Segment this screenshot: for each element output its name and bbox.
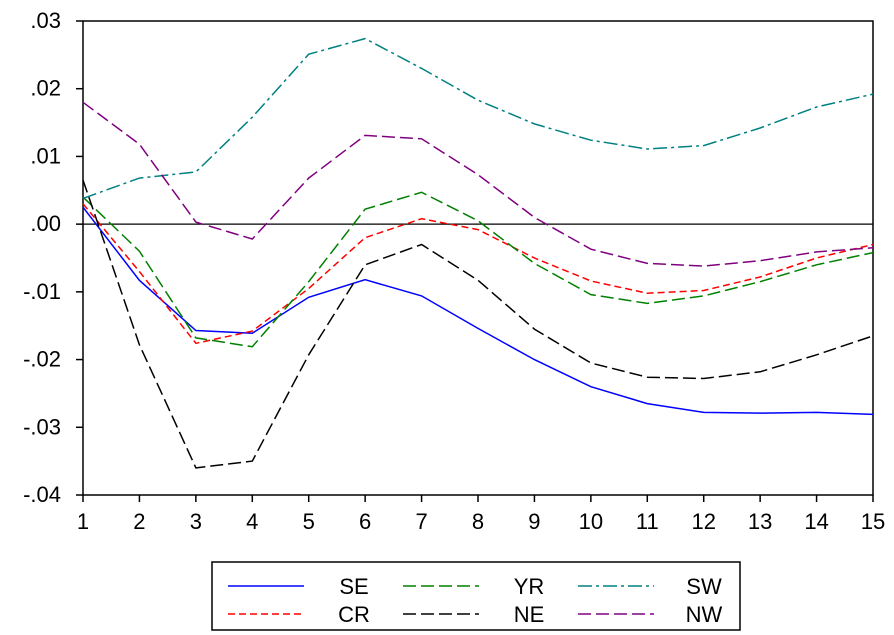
legend-label-cr: CR (338, 602, 370, 627)
x-tick-label: 7 (415, 509, 427, 534)
series-line-nw (82, 101, 874, 267)
x-tick-label: 8 (472, 509, 484, 534)
legend-label-se: SE (339, 574, 368, 599)
x-tick-label: 2 (133, 509, 145, 534)
y-axis: .03 .02 .01 .00 -.01 -.02 -.03 -.04 (23, 8, 83, 507)
series-line-yr (82, 191, 874, 348)
x-tick-label: 9 (528, 509, 540, 534)
series-line-se (82, 206, 874, 416)
x-tick-label: 4 (246, 509, 258, 534)
y-tick-label: -.04 (23, 482, 61, 507)
y-tick-label: .02 (30, 76, 61, 101)
y-tick-label: .00 (30, 211, 61, 236)
legend-label-yr: YR (514, 574, 545, 599)
x-tick-label: 6 (359, 509, 371, 534)
y-tick-label: -.01 (23, 279, 61, 304)
y-tick-label: .01 (30, 143, 61, 168)
y-tick-label: .03 (30, 8, 61, 33)
y-tick-label: -.02 (23, 347, 61, 372)
series-line-sw (82, 37, 874, 200)
series-line-ne (82, 179, 874, 469)
x-tick-label: 12 (691, 509, 715, 534)
x-tick-label: 15 (861, 509, 885, 534)
legend-label-sw: SW (686, 574, 722, 599)
series-lines (82, 37, 874, 469)
x-tick-label: 14 (804, 509, 828, 534)
plot-frame (82, 20, 874, 496)
legend: SE CR YR NE SW NW (211, 561, 741, 631)
x-tick-label: 5 (303, 509, 315, 534)
x-tick-label: 11 (636, 509, 659, 534)
x-tick-label: 3 (190, 509, 202, 534)
legend-frame (211, 561, 741, 631)
x-tick-label: 10 (579, 509, 603, 534)
x-axis: 1 2 3 4 5 6 7 8 9 10 11 12 13 14 15 (77, 495, 885, 534)
x-tick-label: 13 (748, 509, 772, 534)
y-tick-label: -.03 (23, 414, 61, 439)
legend-label-ne: NE (514, 602, 545, 627)
series-line-cr (82, 203, 874, 345)
legend-label-nw: NW (686, 602, 723, 627)
x-tick-label: 1 (77, 509, 89, 534)
